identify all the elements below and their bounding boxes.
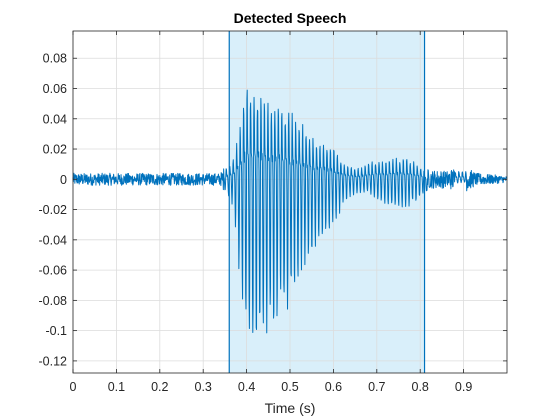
y-tick-label: -0.08 xyxy=(39,294,68,308)
y-tick-label: 0.06 xyxy=(43,82,67,96)
y-tick-label: 0.02 xyxy=(43,143,67,157)
y-tick-label: -0.04 xyxy=(39,233,68,247)
x-tick-label: 0.2 xyxy=(151,380,168,394)
x-tick-label: 0.6 xyxy=(325,380,342,394)
y-tick-label: -0.12 xyxy=(39,354,68,368)
x-tick-label: 0.7 xyxy=(368,380,385,394)
y-tick-label: 0.08 xyxy=(43,52,67,66)
chart-title: Detected Speech xyxy=(234,10,347,26)
x-tick-label: 0.1 xyxy=(108,380,125,394)
y-tick-label: 0.04 xyxy=(43,112,67,126)
x-tick-label: 0 xyxy=(70,380,77,394)
y-tick-label: -0.1 xyxy=(45,324,67,338)
y-tick-label: 0 xyxy=(60,173,67,187)
x-tick-label: 0.8 xyxy=(412,380,429,394)
x-tick-label: 0.3 xyxy=(195,380,212,394)
x-axis-label: Time (s) xyxy=(265,400,316,416)
y-tick-label: -0.06 xyxy=(39,264,68,278)
waveform-series-line xyxy=(72,89,508,334)
x-tick-label: 0.9 xyxy=(455,380,472,394)
y-tick-label: -0.02 xyxy=(39,203,68,217)
x-tick-label: 0.4 xyxy=(238,380,255,394)
plot-area: 0 0.1 0.2 0.3 0.4 0.5 0.6 0.7 0.8 0.9 0.08 0.06 0.04… xyxy=(39,30,508,394)
x-tick-label: 0.5 xyxy=(281,380,298,394)
